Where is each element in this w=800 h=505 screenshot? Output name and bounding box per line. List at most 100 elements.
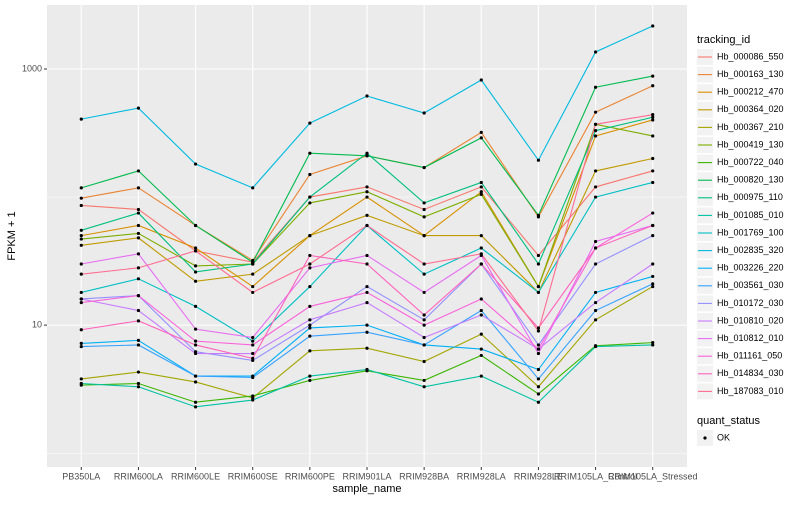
- point: [651, 113, 655, 117]
- point: [79, 300, 83, 305]
- point: [308, 195, 312, 199]
- point: [422, 234, 426, 238]
- point: [536, 326, 541, 330]
- point: [79, 341, 83, 345]
- point: [422, 215, 426, 219]
- point: [365, 154, 369, 158]
- y-tick-label: 10: [32, 319, 42, 329]
- point: [193, 400, 198, 404]
- point: [251, 398, 255, 402]
- point: [593, 195, 598, 199]
- point: [422, 111, 426, 115]
- point: [136, 319, 141, 323]
- point: [422, 290, 426, 295]
- point: [308, 378, 312, 383]
- point: [422, 323, 426, 327]
- point: [251, 343, 255, 347]
- point: [308, 266, 312, 270]
- point: [593, 110, 598, 114]
- point: [479, 192, 483, 196]
- legend-label: Hb_000820_130: [717, 175, 784, 185]
- point: [79, 196, 83, 200]
- point: [593, 300, 598, 305]
- legend-label: Hb_011161_050: [717, 351, 782, 361]
- legend-label: Hb_003226_220: [717, 263, 784, 273]
- point: [79, 297, 83, 301]
- point: [308, 253, 312, 258]
- legend: Hb_000086_550 Hb_000163_130 Hb_000212_470 H…: [697, 49, 784, 446]
- point: [593, 246, 598, 250]
- lines: [79, 24, 655, 409]
- point: [308, 262, 312, 266]
- x-tick-label: RRIM928LA: [457, 471, 506, 481]
- point: [365, 190, 369, 194]
- point: [651, 115, 655, 119]
- point: [479, 246, 483, 250]
- point: [365, 94, 369, 98]
- point: [193, 249, 198, 253]
- legend-label: OK: [717, 432, 730, 442]
- point: [422, 318, 426, 322]
- point: [536, 158, 541, 162]
- point: [365, 367, 369, 372]
- point: [365, 330, 369, 334]
- point: [536, 347, 541, 351]
- point: [136, 266, 141, 270]
- legend-swatch: [703, 436, 707, 440]
- point: [422, 359, 426, 364]
- point: [193, 405, 198, 409]
- point: [193, 162, 198, 166]
- point: [79, 203, 83, 208]
- point: [79, 243, 83, 247]
- point: [651, 169, 655, 173]
- point: [308, 201, 312, 205]
- point: [593, 290, 598, 295]
- point: [422, 207, 426, 212]
- point: [365, 323, 369, 327]
- x-axis-title: sample_name: [332, 483, 401, 495]
- point: [251, 335, 255, 340]
- point: [251, 394, 255, 398]
- point: [136, 169, 141, 173]
- x-tick-label: RRIM600LA: [114, 471, 163, 481]
- point: [136, 277, 141, 281]
- point: [479, 185, 483, 189]
- point: [193, 264, 198, 268]
- point: [593, 122, 598, 126]
- legend-label: Hb_000364_020: [717, 104, 784, 114]
- point: [136, 186, 141, 190]
- point: [479, 136, 483, 140]
- x-tick-label: RRIM105LA_Control: [554, 471, 637, 481]
- point: [479, 332, 483, 336]
- point: [136, 211, 141, 215]
- point: [651, 284, 655, 289]
- x-tick-label: RRIM901LA: [342, 471, 391, 481]
- point: [536, 377, 541, 381]
- point: [193, 374, 198, 378]
- point: [79, 344, 83, 349]
- point: [422, 335, 426, 340]
- point: [479, 130, 483, 134]
- point: [365, 185, 369, 189]
- point: [79, 262, 83, 266]
- legend-label: Hb_010810_020: [717, 315, 784, 325]
- point: [651, 118, 655, 122]
- point: [479, 313, 483, 317]
- point: [422, 272, 426, 276]
- legend-label: Hb_000367_210: [717, 122, 784, 132]
- point: [136, 231, 141, 236]
- point: [308, 334, 312, 338]
- point: [251, 375, 255, 380]
- point: [651, 234, 655, 238]
- point: [79, 272, 83, 276]
- point: [536, 253, 541, 258]
- point: [422, 165, 426, 170]
- point: [365, 195, 369, 199]
- point: [251, 356, 255, 360]
- point: [136, 308, 141, 313]
- point: [479, 308, 483, 313]
- point: [365, 213, 369, 217]
- point: [251, 262, 255, 266]
- x-tick-label: RRIM600LE: [171, 471, 220, 481]
- point: [422, 201, 426, 205]
